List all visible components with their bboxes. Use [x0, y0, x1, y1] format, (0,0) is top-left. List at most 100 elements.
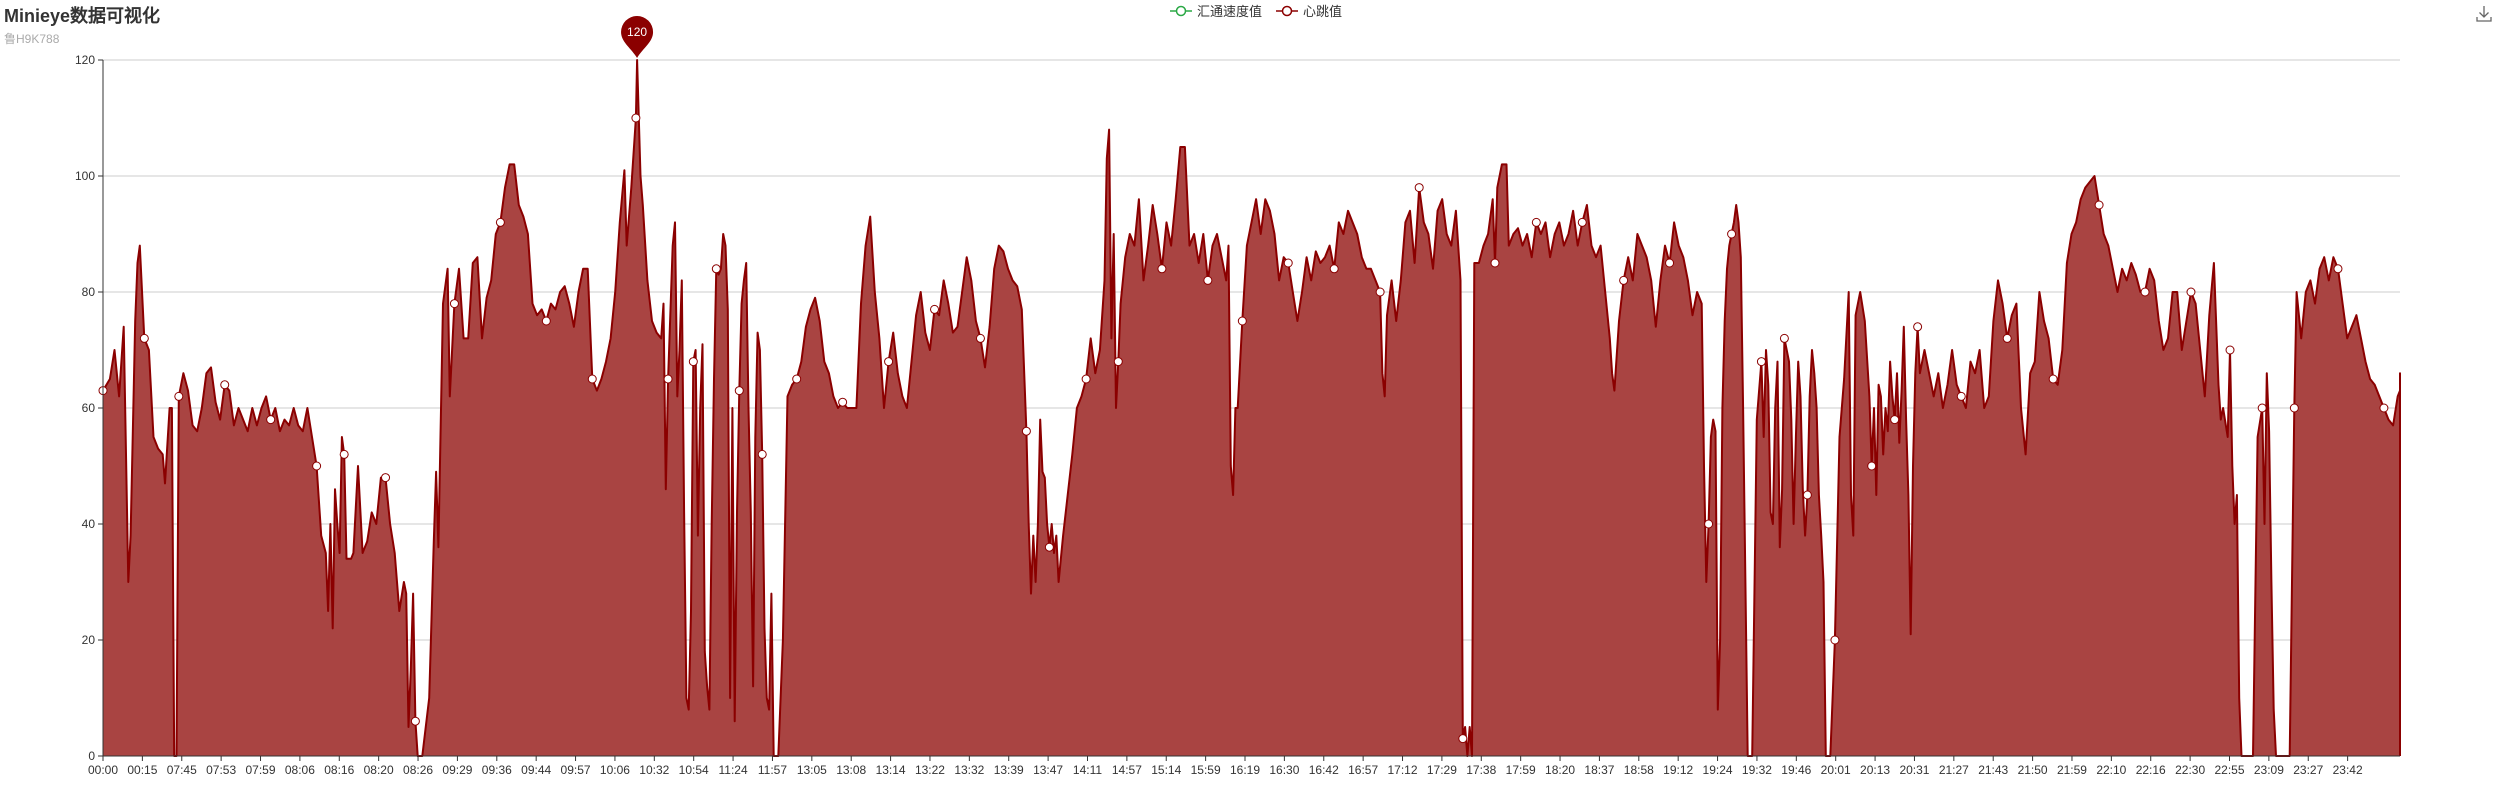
y-tick-label: 80	[82, 285, 96, 299]
heartbeat-area	[103, 60, 2400, 756]
max-marker-pin	[621, 16, 654, 58]
save-image-button[interactable]	[2474, 4, 2494, 29]
heartbeat-point	[1665, 258, 1675, 268]
x-tick-label: 16:57	[1348, 763, 1378, 777]
x-tick-label: 00:15	[127, 763, 157, 777]
download-icon	[2476, 6, 2492, 22]
x-tick-label: 10:06	[600, 763, 630, 777]
heartbeat-point	[631, 113, 641, 123]
legend-label-speed: 汇通速度值	[1197, 4, 1263, 19]
y-tick-label: 0	[88, 749, 95, 763]
heartbeat-point	[2257, 403, 2267, 413]
heartbeat-point	[1913, 322, 1923, 332]
x-tick-label: 10:32	[639, 763, 669, 777]
x-tick-label: 23:27	[2293, 763, 2323, 777]
heartbeat-point	[1830, 635, 1840, 645]
x-tick-label: 14:11	[1073, 763, 1102, 777]
legend: 汇通速度值 心跳值	[1170, 1, 1342, 20]
heartbeat-point	[663, 374, 673, 384]
heartbeat-point	[1756, 357, 1766, 367]
x-tick-label: 13:39	[994, 763, 1024, 777]
heartbeat-point	[587, 374, 597, 384]
max-marker-label: 120	[627, 25, 647, 39]
heartbeat-point	[312, 461, 322, 471]
heartbeat-point	[1375, 287, 1385, 297]
heartbeat-point	[2289, 403, 2299, 413]
heartbeat-point	[1619, 275, 1629, 285]
heartbeat-point	[838, 397, 848, 407]
x-tick-label: 22:55	[2214, 763, 2244, 777]
x-tick-label: 16:42	[1309, 763, 1339, 777]
x-tick-label: 23:42	[2333, 763, 2363, 777]
heartbeat-point	[1577, 217, 1587, 227]
legend-marker-speed	[1170, 5, 1192, 16]
heartbeat-point	[711, 264, 721, 274]
x-tick-label: 21:50	[2018, 763, 2048, 777]
x-tick-label: 13:32	[954, 763, 984, 777]
heartbeat-point	[541, 316, 551, 326]
heartbeat-point	[266, 415, 276, 425]
heartbeat-point	[2379, 403, 2389, 413]
heartbeat-point	[1867, 461, 1877, 471]
heartbeat-point	[339, 449, 349, 459]
x-tick-label: 08:16	[324, 763, 354, 777]
x-tick-label: 13:08	[836, 763, 866, 777]
heartbeat-point	[1044, 542, 1054, 552]
x-tick-label: 20:13	[1860, 763, 1890, 777]
heartbeat-point	[2094, 200, 2104, 210]
x-tick-label: 07:53	[206, 763, 236, 777]
heartbeat-point	[1490, 258, 1500, 268]
chart-subtitle: 鲁H9K788	[4, 32, 60, 46]
heartbeat-point	[1704, 519, 1714, 529]
x-tick-label: 11:57	[758, 763, 787, 777]
heartbeat-point	[2048, 374, 2058, 384]
y-tick-label: 60	[82, 401, 96, 415]
x-tick-label: 19:46	[1781, 763, 1811, 777]
heartbeat-point	[449, 299, 459, 309]
chart-title: Minieye数据可视化	[4, 6, 161, 26]
heartbeat-point	[1021, 426, 1031, 436]
x-tick-label: 19:24	[1703, 763, 1733, 777]
y-tick-label: 40	[82, 517, 96, 531]
heartbeat-point	[975, 333, 985, 343]
x-tick-label: 14:57	[1112, 763, 1142, 777]
heartbeat-point	[1157, 264, 1167, 274]
x-tick-label: 21:27	[1939, 763, 1969, 777]
heartbeat-point	[1237, 316, 1247, 326]
heartbeat-point	[2186, 287, 2196, 297]
heartbeat-point	[1531, 217, 1541, 227]
x-tick-label: 17:29	[1427, 763, 1457, 777]
heartbeat-point	[1113, 357, 1123, 367]
x-tick-label: 13:47	[1033, 763, 1063, 777]
y-tick-label: 120	[75, 53, 95, 67]
heartbeat-point	[495, 217, 505, 227]
x-tick-label: 11:24	[719, 763, 748, 777]
legend-item-speed[interactable]: 汇通速度值	[1170, 1, 1262, 20]
heartbeat-point	[1779, 333, 1789, 343]
x-tick-label: 09:36	[482, 763, 512, 777]
heartbeat-point	[1458, 734, 1468, 744]
x-tick-label: 16:30	[1269, 763, 1299, 777]
heartbeat-point	[1727, 229, 1737, 239]
x-tick-label: 22:16	[2136, 763, 2166, 777]
x-tick-label: 10:54	[679, 763, 709, 777]
heartbeat-line	[102, 59, 2401, 757]
heartbeat-point	[734, 386, 744, 396]
x-tick-label: 22:10	[2096, 763, 2126, 777]
heartbeat-point	[1081, 374, 1091, 384]
x-tick-label: 15:59	[1191, 763, 1221, 777]
y-tick-label: 20	[82, 633, 96, 647]
legend-item-heartbeat[interactable]: 心跳值	[1276, 1, 1342, 20]
x-tick-label: 09:44	[521, 763, 551, 777]
heartbeat-point	[381, 473, 391, 483]
heartbeat-point	[884, 357, 894, 367]
x-tick-label: 19:12	[1663, 763, 1693, 777]
x-tick-label: 17:12	[1388, 763, 1418, 777]
heartbeat-point	[1329, 264, 1339, 274]
x-tick-label: 23:09	[2254, 763, 2284, 777]
x-tick-label: 15:14	[1151, 763, 1181, 777]
x-tick-label: 00:00	[88, 763, 118, 777]
heartbeat-point	[174, 391, 184, 401]
x-tick-label: 08:26	[403, 763, 433, 777]
heartbeat-point	[2333, 264, 2343, 274]
